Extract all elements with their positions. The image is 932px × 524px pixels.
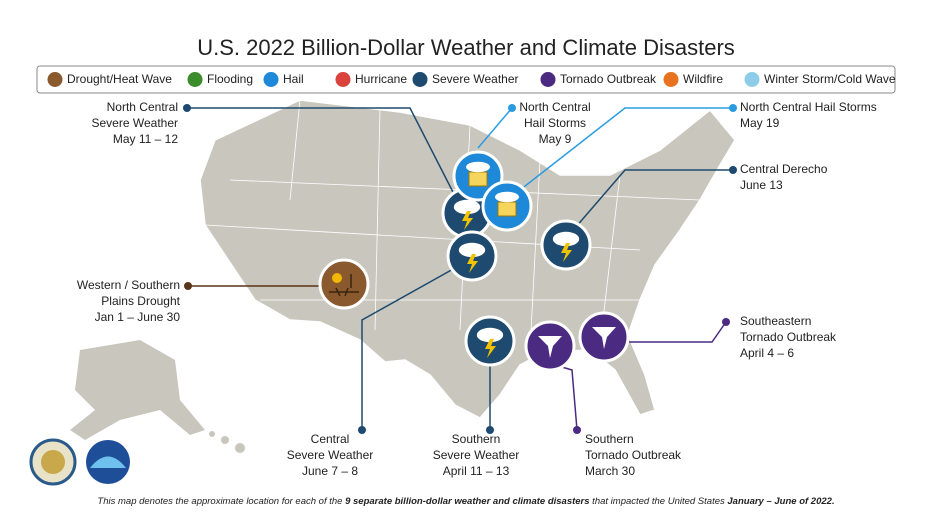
us-map [70,99,736,453]
leader-dot [729,166,737,174]
icon-tornado [578,311,630,363]
legend-label: Hurricane [355,72,407,86]
leader-line [628,321,727,343]
legend-label: Winter Storm/Cold Wave [764,72,896,86]
event-label: Southeastern [740,314,811,328]
cloud [552,231,580,247]
leader-dot [183,104,191,112]
icon-disc [743,71,761,88]
icon-disc [334,71,352,88]
event-label: Severe Weather [433,448,520,462]
event-label: Hail Storms [524,116,586,130]
cloud [466,161,490,173]
event-label: April 4 – 6 [740,346,794,360]
leader-dot [722,318,730,326]
icon-disc [539,71,557,88]
icon-disc [411,71,429,88]
event-label: May 9 [539,132,572,146]
legend-label: Hail [283,72,304,86]
icon-disc [262,71,280,88]
icon-hail [481,180,533,232]
bolt [462,211,473,230]
leader-dot [486,426,494,434]
leader-line [554,364,578,431]
cloud [476,327,504,343]
icon-severe [411,71,429,88]
event-label: April 11 – 13 [443,464,510,478]
icon-drought [46,71,64,88]
leader-line [519,107,733,191]
legend-box [36,65,896,94]
agency-logos [29,438,130,486]
cloud [453,199,481,215]
leader-dot [729,104,737,112]
cloud [458,242,486,258]
leader-line [187,107,456,197]
event-label: North Central Hail Storms [740,100,877,114]
event-label: Severe Weather [92,116,179,130]
event-label: Central Derecho [740,162,828,176]
icon-hurricane [334,71,352,88]
leader-line [477,107,513,149]
sun [332,273,342,283]
legend-label: Severe Weather [432,72,519,86]
hail-box [497,201,517,217]
icon-fire [662,71,680,88]
icon-severe [446,230,498,282]
event-label: Southern [585,432,634,446]
icon-severe [540,219,592,271]
event-label: Severe Weather [287,448,374,462]
icon-disc [662,71,680,88]
icon-drought [318,258,370,310]
cloud [495,191,519,203]
icon-disc [186,71,204,88]
icon-disc [46,71,64,88]
event-label: June 7 – 8 [302,464,358,478]
event-label: Jan 1 – June 30 [95,310,181,324]
bolt [561,243,572,262]
footer: This map denotes the approximate locatio… [97,496,834,507]
event-label: North Central [519,100,590,114]
funnel [592,327,616,349]
icon-hail [262,71,280,88]
event-label: March 30 [585,464,635,478]
event-label: Tornado Outbreak [585,448,682,462]
leader-dot [358,426,366,434]
event-label: Western / Southern [77,278,180,292]
legend-label: Wildfire [683,72,723,86]
icon-disc [318,258,370,310]
legend-label: Drought/Heat Wave [67,72,172,86]
title: U.S. 2022 Billion-Dollar Weather and Cli… [197,35,735,60]
bolt [467,254,478,273]
bolt [485,339,496,358]
event-label: May 19 [740,116,780,130]
cracks [329,274,359,297]
event-label: Tornado Outbreak [740,330,837,344]
leader-dot [508,104,516,112]
footer-text: 9 separate billion-dollar weather and cl… [345,496,589,507]
event-label: June 13 [740,178,783,192]
icon-tornado [524,320,576,372]
legend-label: Tornado Outbreak [560,72,657,86]
icon-tornado [539,71,557,88]
footer-text: that impacted the United States [590,496,728,507]
event-label: May 11 – 12 [113,132,178,146]
event-label: Southern [452,432,501,446]
footer-text: January – June of 2022. [727,496,834,507]
event-label: Central [311,432,350,446]
footer-text: This map denotes the approximate locatio… [97,496,345,507]
icon-severe [464,315,516,367]
hail-box [468,171,488,187]
icon-flood [186,71,204,88]
funnel [538,336,562,358]
leader-dot [573,426,581,434]
legend-label: Flooding [207,72,253,86]
icon-winter [743,71,761,88]
event-label: Plains Drought [101,294,180,308]
leader-line [574,169,733,229]
leader-dot [184,282,192,290]
event-label: North Central [107,100,178,114]
leader-line [361,267,456,430]
